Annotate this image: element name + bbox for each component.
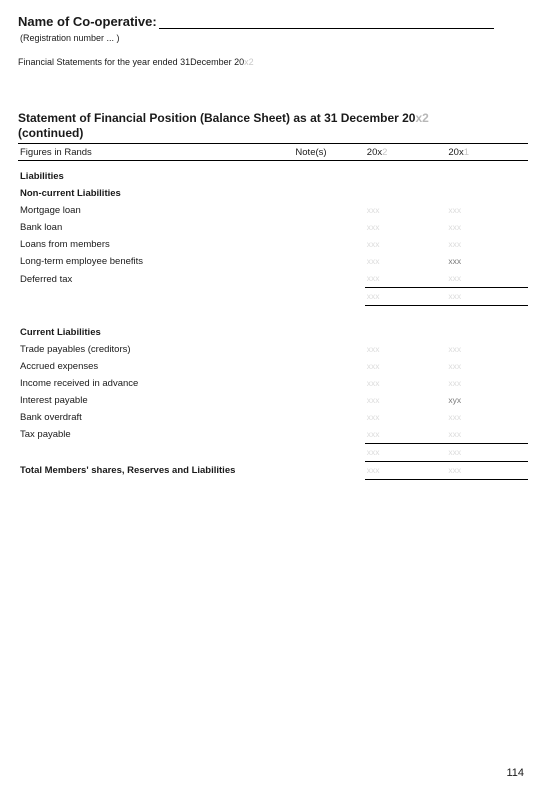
row-lt-emp-benefits: Long-term employee benefits xxx xxx [18,253,528,270]
financial-statements-line: Financial Statements for the year ended … [18,57,528,67]
row-bankloan: Bank loan xxx xxx [18,219,528,236]
registration-number: (Registration number ... ) [20,33,528,43]
coop-name-underline [159,28,494,29]
row-total: Total Members' shares, Reserves and Liab… [18,461,528,479]
balance-sheet-table: Figures in Rands Note(s) 20x2 20x1 Liabi… [18,144,528,480]
fin-stmt-prefix: Financial Statements for the year ended … [18,57,244,67]
row-trade-payables: Trade payables (creditors) xxx xxx [18,341,528,358]
row-interest-payable: Interest payable xxx xyx [18,392,528,409]
col-year2: 20x1 [446,144,528,161]
section-noncurrent: Non-current Liabilities [18,185,528,202]
row-mortgage: Mortgage loan xxx xxx [18,202,528,219]
section-liabilities: Liabilities [18,161,528,186]
col-figures: Figures in Rands [18,144,293,161]
fin-stmt-suffix: x2 [244,57,254,67]
title-prefix: Statement of Financial Position (Balance… [18,111,415,125]
row-tax-payable: Tax payable xxx xxx [18,426,528,444]
title-suffix: x2 [415,111,428,125]
row-loans-members: Loans from members xxx xxx [18,236,528,253]
row-bank-overdraft: Bank overdraft xxx xxx [18,409,528,426]
row-noncurrent-subtotal: xxx xxx [18,288,528,306]
coop-name-line: Name of Co-operative: [18,14,528,29]
row-current-subtotal: xxx xxx [18,443,528,461]
statement-title: Statement of Financial Position (Balance… [18,111,528,141]
page-number: 114 [506,767,524,779]
spacer [18,306,528,324]
section-current: Current Liabilities [18,324,528,341]
coop-name-label: Name of Co-operative: [18,14,157,29]
row-income-adv: Income received in advance xxx xxx [18,375,528,392]
row-accrued: Accrued expenses xxx xxx [18,358,528,375]
row-deferred-tax: Deferred tax xxx xxx [18,270,528,288]
table-header-row: Figures in Rands Note(s) 20x2 20x1 [18,144,528,161]
title-continued: (continued) [18,126,83,140]
col-notes: Note(s) [293,144,364,161]
col-year1: 20x2 [365,144,447,161]
